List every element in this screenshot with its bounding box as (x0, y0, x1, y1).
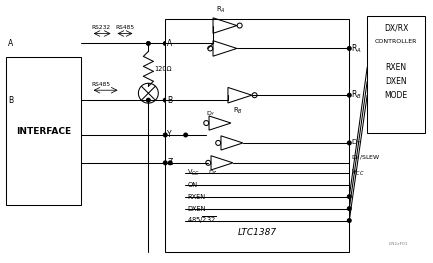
Text: R$_B$: R$_B$ (351, 89, 362, 102)
Text: V$_{CC}$: V$_{CC}$ (351, 168, 365, 178)
Circle shape (164, 98, 167, 102)
Text: Z: Z (167, 158, 172, 167)
Circle shape (348, 93, 351, 97)
Text: 485/$\overline{232}$: 485/$\overline{232}$ (187, 215, 216, 226)
Text: DXEN: DXEN (187, 206, 206, 212)
Text: B: B (167, 96, 172, 105)
Circle shape (348, 141, 351, 145)
Circle shape (164, 133, 167, 137)
Text: ON: ON (187, 182, 197, 188)
Text: R$_B$: R$_B$ (233, 106, 243, 116)
Text: DX/RX: DX/RX (384, 23, 408, 32)
Circle shape (164, 42, 167, 45)
Circle shape (147, 98, 150, 102)
Circle shape (164, 161, 167, 165)
Text: MODE: MODE (385, 91, 407, 100)
Text: R$_A$: R$_A$ (216, 4, 226, 15)
Text: A: A (8, 39, 13, 48)
Text: RS232: RS232 (92, 25, 111, 30)
Text: CONTROLLER: CONTROLLER (375, 39, 417, 44)
Text: V$_{CC}$: V$_{CC}$ (187, 168, 200, 178)
Circle shape (348, 219, 351, 222)
Circle shape (184, 133, 187, 137)
Text: D$_Z$: D$_Z$ (208, 168, 218, 177)
Text: D$_Y$: D$_Y$ (206, 109, 216, 118)
Circle shape (348, 207, 351, 210)
Text: INTERFACE: INTERFACE (16, 127, 71, 135)
Text: DXEN: DXEN (385, 77, 407, 86)
Bar (6, 57, 81, 205)
Text: R$_A$: R$_A$ (351, 42, 362, 55)
Bar (165, 19, 349, 252)
Text: 120Ω: 120Ω (154, 66, 172, 72)
Text: A: A (167, 39, 172, 48)
Text: DN1εF01: DN1εF01 (389, 242, 409, 246)
Bar (367, 16, 425, 133)
Text: D$_Y$: D$_Y$ (351, 138, 362, 148)
Circle shape (147, 42, 150, 45)
Text: B: B (8, 96, 13, 105)
Circle shape (348, 195, 351, 199)
Text: D$_Z$/SLEW: D$_Z$/SLEW (351, 153, 381, 162)
Circle shape (348, 47, 351, 50)
Text: RS485: RS485 (92, 82, 111, 87)
Text: LTC1387: LTC1387 (238, 228, 277, 237)
Text: Y: Y (167, 130, 172, 139)
Circle shape (168, 161, 172, 165)
Text: RXEN: RXEN (187, 194, 205, 200)
Text: RS485: RS485 (116, 25, 135, 30)
Text: RXEN: RXEN (385, 63, 407, 72)
